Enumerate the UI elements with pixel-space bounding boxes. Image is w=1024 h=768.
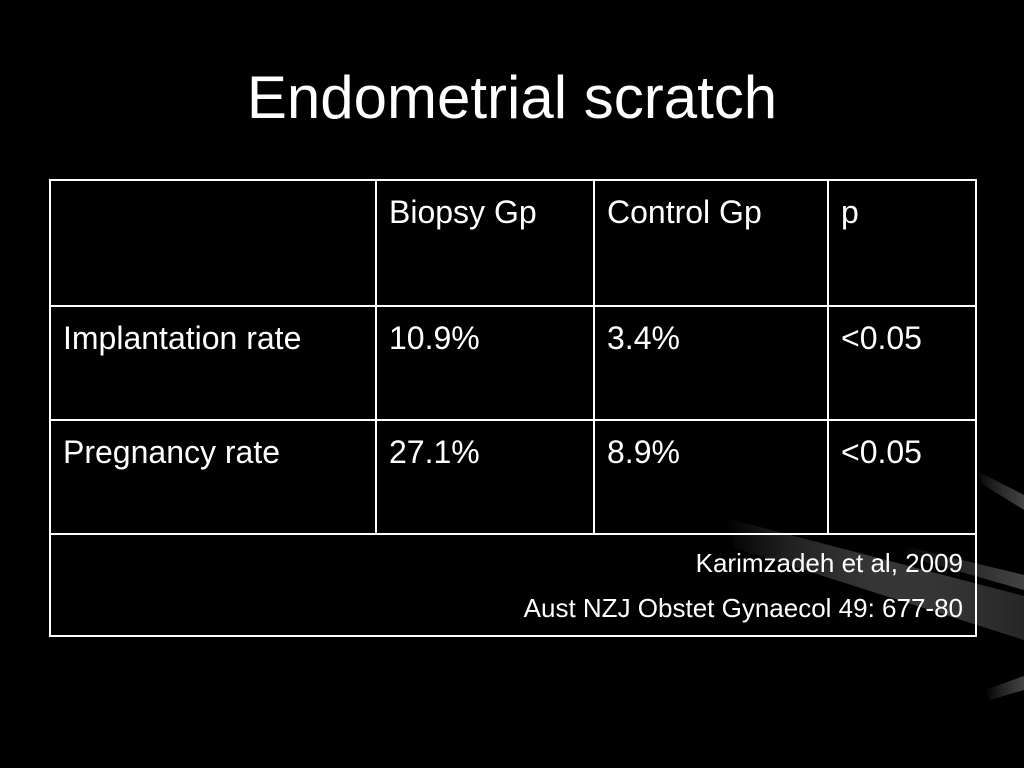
- citation-row: Karimzadeh et al, 2009 Aust NZJ Obstet G…: [49, 533, 977, 637]
- header-cell-biopsy: Biopsy Gp: [375, 179, 595, 307]
- table-row: Pregnancy rate 27.1% 8.9% <0.05: [49, 419, 977, 535]
- control-value: 3.4%: [593, 305, 829, 421]
- citation-journal: Aust NZJ Obstet Gynaecol 49: 677-80: [523, 593, 963, 623]
- row-label: Pregnancy rate: [49, 419, 377, 535]
- table-header-row: Biopsy Gp Control Gp p: [49, 179, 977, 307]
- row-label: Implantation rate: [49, 305, 377, 421]
- citation-authors: Karimzadeh et al, 2009: [695, 548, 963, 578]
- table-row: Implantation rate 10.9% 3.4% <0.05: [49, 305, 977, 421]
- p-value: <0.05: [827, 419, 977, 535]
- header-cell-empty: [49, 179, 377, 307]
- p-value: <0.05: [827, 305, 977, 421]
- results-table: Biopsy Gp Control Gp p Implantation rate…: [49, 179, 977, 637]
- header-cell-control: Control Gp: [593, 179, 829, 307]
- biopsy-value: 27.1%: [375, 419, 595, 535]
- header-cell-p: p: [827, 179, 977, 307]
- slide-title: Endometrial scratch: [246, 64, 778, 131]
- control-value: 8.9%: [593, 419, 829, 535]
- biopsy-value: 10.9%: [375, 305, 595, 421]
- citation-cell: Karimzadeh et al, 2009 Aust NZJ Obstet G…: [49, 533, 977, 637]
